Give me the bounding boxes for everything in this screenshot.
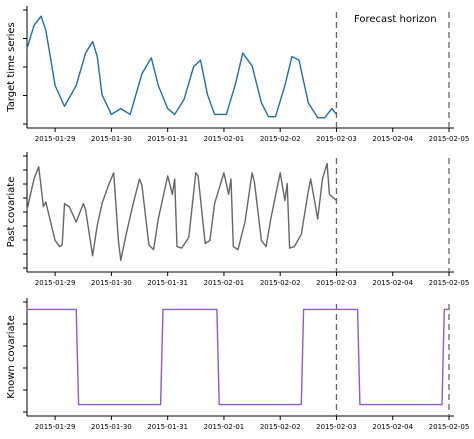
x-tick-label: 2015-01-30 (91, 135, 132, 143)
x-tick-label: 2015-01-29 (35, 279, 76, 287)
x-tick-label: 2015-02-04 (372, 135, 413, 143)
series-line (26, 308, 450, 406)
x-tick-label: 2015-02-04 (372, 423, 413, 431)
forecast-horizon-label: Forecast horizon (354, 14, 437, 25)
x-tick-label: 2015-02-05 (429, 279, 470, 287)
series-line (26, 15, 338, 119)
x-tick-label: 2015-02-03 (316, 135, 357, 143)
x-tick-label: 2015-02-02 (260, 135, 301, 143)
y-axis-label: Target time series (6, 22, 17, 113)
y-axis-label: Past covariate (6, 177, 17, 248)
x-tick-label: 2015-02-05 (429, 423, 470, 431)
x-tick-label: 2015-02-01 (204, 423, 245, 431)
x-tick-label: 2015-01-29 (35, 135, 76, 143)
x-tick-label: 2015-02-04 (372, 279, 413, 287)
x-tick-label: 2015-01-31 (147, 135, 188, 143)
x-tick-label: 2015-01-30 (91, 279, 132, 287)
x-tick-label: 2015-02-05 (429, 135, 470, 143)
x-tick-label: 2015-02-03 (316, 279, 357, 287)
series-line (26, 162, 338, 262)
x-tick-label: 2015-01-31 (147, 423, 188, 431)
x-tick-label: 2015-02-02 (260, 423, 301, 431)
x-tick-label: 2015-02-02 (260, 279, 301, 287)
x-tick-label: 2015-01-31 (147, 279, 188, 287)
y-axis-label: Known covariate (6, 315, 17, 398)
x-tick-label: 2015-02-01 (204, 279, 245, 287)
x-tick-label: 2015-01-29 (35, 423, 76, 431)
x-tick-label: 2015-02-03 (316, 423, 357, 431)
x-tick-label: 2015-01-30 (91, 423, 132, 431)
x-tick-label: 2015-02-01 (204, 135, 245, 143)
